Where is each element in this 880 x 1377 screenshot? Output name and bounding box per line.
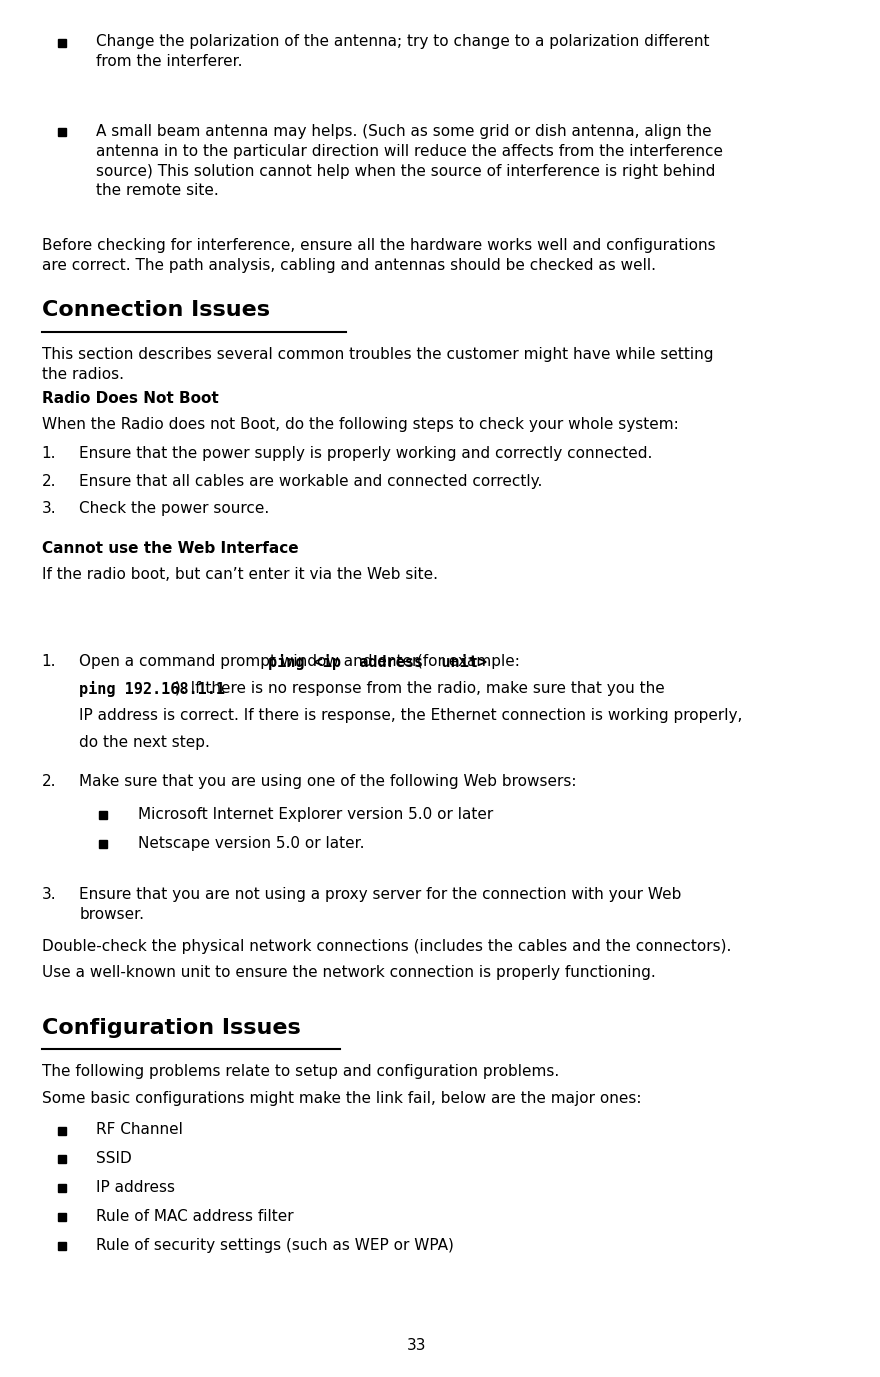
Text: Make sure that you are using one of the following Web browsers:: Make sure that you are using one of the … [79, 774, 576, 789]
Text: 3.: 3. [41, 887, 56, 902]
Text: Ensure that the power supply is properly working and correctly connected.: Ensure that the power supply is properly… [79, 446, 653, 461]
Text: If the radio boot, but can’t enter it via the Web site.: If the radio boot, but can’t enter it vi… [41, 567, 437, 582]
Text: When the Radio does not Boot, do the following steps to check your whole system:: When the Radio does not Boot, do the fol… [41, 417, 678, 432]
Text: 1.: 1. [41, 446, 56, 461]
Text: Ensure that you are not using a proxy server for the connection with your Web
br: Ensure that you are not using a proxy se… [79, 887, 682, 921]
Text: Rule of security settings (such as WEP or WPA): Rule of security settings (such as WEP o… [96, 1238, 454, 1253]
Text: do the next step.: do the next step. [79, 735, 210, 749]
Text: IP address is correct. If there is response, the Ethernet connection is working : IP address is correct. If there is respo… [79, 708, 743, 723]
Text: Double-check the physical network connections (includes the cables and the conne: Double-check the physical network connec… [41, 939, 731, 954]
Text: A small beam antenna may helps. (Such as some grid or dish antenna, align the
an: A small beam antenna may helps. (Such as… [96, 124, 722, 198]
Text: The following problems relate to setup and configuration problems.: The following problems relate to setup a… [41, 1064, 559, 1080]
Text: Open a command prompt window and enter: Open a command prompt window and enter [79, 654, 423, 669]
Text: 2.: 2. [41, 474, 56, 489]
Text: IP address: IP address [96, 1180, 175, 1195]
Text: Radio Does Not Boot: Radio Does Not Boot [41, 391, 218, 406]
Text: Some basic configurations might make the link fail, below are the major ones:: Some basic configurations might make the… [41, 1091, 642, 1106]
Text: Configuration Issues: Configuration Issues [41, 1018, 300, 1038]
Text: RF Channel: RF Channel [96, 1122, 183, 1137]
Text: Before checking for interference, ensure all the hardware works well and configu: Before checking for interference, ensure… [41, 238, 715, 273]
Text: Use a well-known unit to ensure the network connection is properly functioning.: Use a well-known unit to ensure the netw… [41, 965, 656, 980]
Text: Change the polarization of the antenna; try to change to a polarization differen: Change the polarization of the antenna; … [96, 34, 709, 69]
Text: Netscape version 5.0 or later.: Netscape version 5.0 or later. [137, 836, 364, 851]
Text: Ensure that all cables are workable and connected correctly.: Ensure that all cables are workable and … [79, 474, 543, 489]
Text: ping <ip  address  unit>: ping <ip address unit> [268, 654, 487, 671]
Text: 1.: 1. [41, 654, 56, 669]
Text: 3.: 3. [41, 501, 56, 516]
Text: Cannot use the Web Interface: Cannot use the Web Interface [41, 541, 298, 556]
Text: Check the power source.: Check the power source. [79, 501, 269, 516]
Text: Microsoft Internet Explorer version 5.0 or later: Microsoft Internet Explorer version 5.0 … [137, 807, 493, 822]
Text: 2.: 2. [41, 774, 56, 789]
Text: ping 192.168.1.1: ping 192.168.1.1 [79, 680, 225, 697]
Text: (for example:: (for example: [412, 654, 520, 669]
Text: ). If there is no response from the radio, make sure that you the: ). If there is no response from the radi… [175, 680, 665, 695]
Text: SSID: SSID [96, 1151, 132, 1166]
Text: Connection Issues: Connection Issues [41, 300, 269, 321]
Text: Rule of MAC address filter: Rule of MAC address filter [96, 1209, 294, 1224]
Text: 33: 33 [407, 1338, 427, 1354]
Text: This section describes several common troubles the customer might have while set: This section describes several common tr… [41, 347, 713, 381]
